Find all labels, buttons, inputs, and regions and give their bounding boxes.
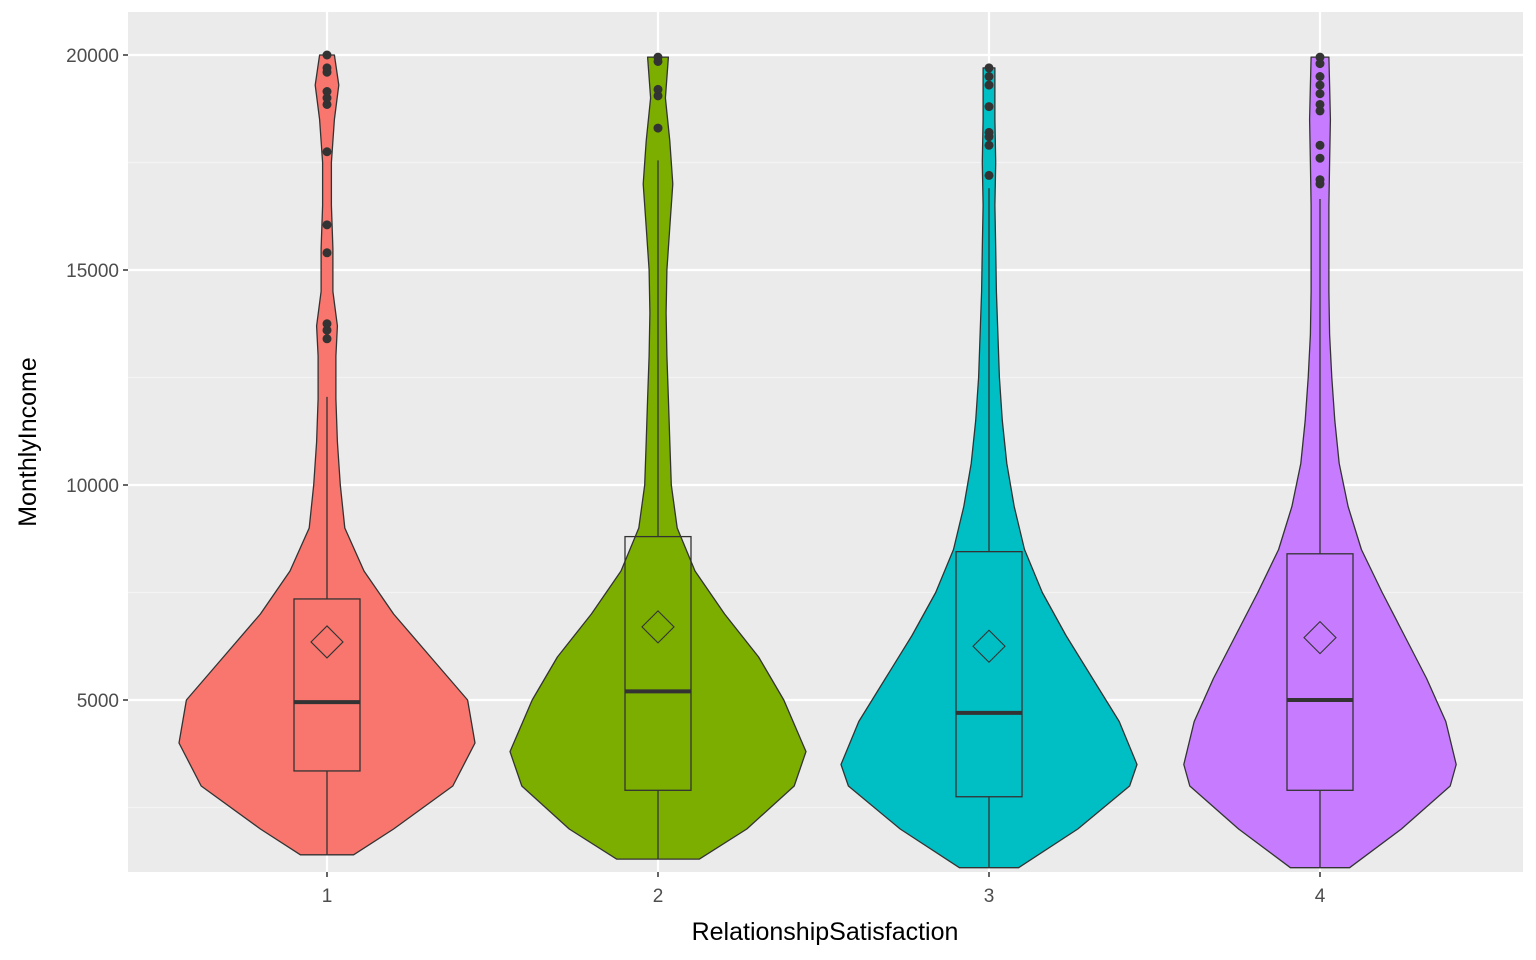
outlier-point — [653, 91, 663, 101]
outlier-point — [653, 123, 663, 133]
y-tick-label: 20000 — [66, 46, 119, 67]
outlier-point — [1315, 140, 1325, 150]
mean-marker — [972, 629, 1006, 664]
violin-group-2 — [509, 52, 807, 860]
outlier-point — [1315, 99, 1325, 109]
outlier-point — [984, 170, 994, 180]
violin-group-4 — [1183, 52, 1457, 869]
outlier-point — [1315, 175, 1325, 185]
outlier-point — [322, 334, 332, 344]
box — [624, 535, 692, 791]
outlier-point — [984, 140, 994, 150]
box — [1286, 553, 1354, 791]
outlier-point — [1315, 52, 1325, 62]
x-tick-label: 1 — [322, 886, 333, 907]
y-axis-title: MonthlyIncome — [14, 357, 42, 527]
y-tick-label: 15000 — [66, 261, 119, 282]
y-tick-label: 10000 — [66, 476, 119, 497]
outlier-point — [322, 87, 332, 97]
outlier-point — [322, 147, 332, 157]
x-tick-label: 2 — [653, 886, 664, 907]
outlier-point — [322, 63, 332, 73]
outlier-point — [1315, 72, 1325, 81]
x-tick-label: 4 — [1315, 886, 1326, 907]
outlier-point — [322, 319, 332, 329]
outlier-point — [322, 220, 332, 230]
mean-marker — [1303, 620, 1337, 655]
outlier-point — [984, 80, 994, 90]
mean-marker — [310, 625, 344, 659]
outlier-point — [1315, 59, 1325, 69]
box — [955, 551, 1023, 798]
outlier-point — [1315, 106, 1325, 116]
x-tick-label: 3 — [984, 886, 995, 907]
violins — [178, 50, 1457, 869]
outlier-point — [322, 50, 332, 60]
outlier-point — [653, 52, 663, 62]
box — [293, 598, 361, 772]
outlier-point — [984, 72, 994, 81]
outlier-point — [1315, 80, 1325, 90]
x-axis: 1 2 3 4 — [322, 872, 1326, 907]
mean-marker — [641, 610, 675, 644]
outlier-point — [322, 325, 332, 335]
outlier-point — [984, 63, 994, 73]
outlier-point — [322, 93, 332, 103]
violin-group-3 — [840, 63, 1138, 869]
x-axis-title: RelationshipSatisfaction — [692, 918, 959, 946]
outlier-point — [984, 127, 994, 137]
outlier-point — [984, 102, 994, 112]
y-tick-label: 5000 — [77, 691, 119, 712]
violin-group-1 — [178, 50, 476, 856]
outlier-point — [653, 84, 663, 94]
outlier-point — [322, 99, 332, 109]
outlier-point — [1315, 153, 1325, 163]
y-axis: 5000 10000 15000 20000 — [66, 46, 128, 712]
outlier-point — [322, 248, 332, 258]
outlier-point — [1315, 89, 1325, 99]
